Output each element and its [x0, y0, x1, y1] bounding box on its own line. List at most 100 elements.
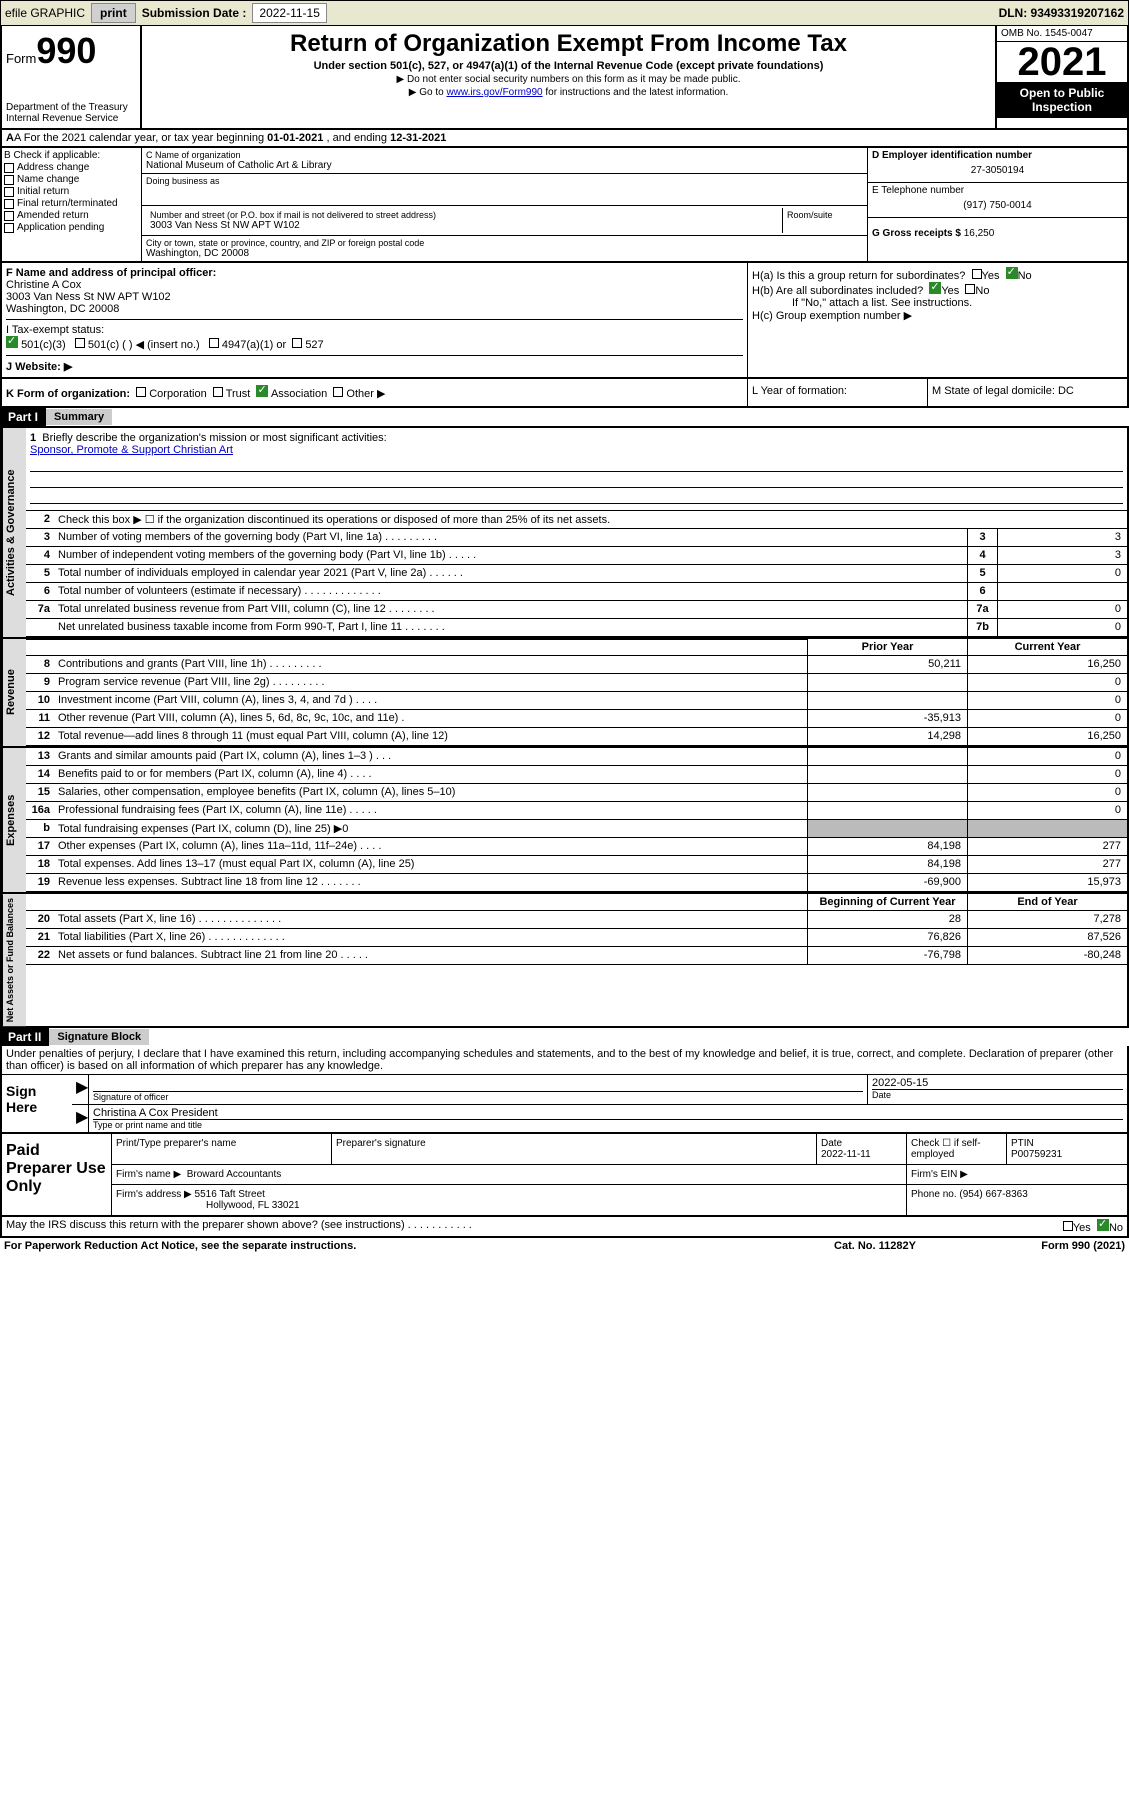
tax-year: 2021: [997, 42, 1127, 82]
l2-text: Check this box ▶ ☐ if the organization d…: [54, 511, 1127, 528]
prep-sig-label: Preparer's signature: [332, 1134, 817, 1164]
chk-501c[interactable]: [75, 338, 85, 348]
sig-name-label: Type or print name and title: [93, 1119, 1123, 1130]
curr-year-hdr: Current Year: [967, 639, 1127, 655]
org-street: 3003 Van Ness St NW APT W102: [150, 220, 778, 231]
chk-amended[interactable]: [4, 211, 14, 221]
chk-4947[interactable]: [209, 338, 219, 348]
tab-governance: Activities & Governance: [2, 428, 26, 637]
firm-name: Broward Accountants: [187, 1169, 282, 1180]
k-trust[interactable]: [213, 387, 223, 397]
sig-name: Christina A Cox President: [93, 1107, 1123, 1119]
tab-expenses: Expenses: [2, 748, 26, 892]
form-header: Form990 Department of the Treasury Inter…: [0, 26, 1129, 130]
irs-label: Internal Revenue Service: [6, 113, 136, 124]
org-city: Washington, DC 20008: [146, 248, 863, 259]
prep-name-label: Print/Type preparer's name: [112, 1134, 332, 1164]
mayirs-yes[interactable]: [1063, 1221, 1073, 1231]
chk-527[interactable]: [292, 338, 302, 348]
col-de: D Employer identification number 27-3050…: [867, 148, 1127, 261]
part2-header: Part II Signature Block: [0, 1028, 1129, 1046]
summary-gov: Activities & Governance 1 Briefly descri…: [0, 426, 1129, 639]
ha-yes[interactable]: [972, 269, 982, 279]
signature-block: Under penalties of perjury, I declare th…: [0, 1046, 1129, 1134]
chk-pending[interactable]: [4, 223, 14, 233]
firm-phone: (954) 667-8363: [959, 1189, 1027, 1200]
col-b-checkboxes: B Check if applicable: Address change Na…: [2, 148, 142, 261]
chk-initial[interactable]: [4, 187, 14, 197]
k-corp[interactable]: [136, 387, 146, 397]
section-bcde: B Check if applicable: Address change Na…: [0, 148, 1129, 263]
dba-label: Doing business as: [146, 176, 863, 186]
sig-date-label: Date: [872, 1089, 1123, 1100]
chk-address[interactable]: [4, 163, 14, 173]
cat-no: Cat. No. 11282Y: [775, 1240, 975, 1252]
chk-name[interactable]: [4, 175, 14, 185]
f-label: F Name and address of principal officer:: [6, 267, 216, 279]
dln-value: DLN: 93493319207162: [999, 6, 1124, 20]
i-label: I Tax-exempt status:: [6, 324, 104, 336]
mission-text[interactable]: Sponsor, Promote & Support Christian Art: [30, 444, 233, 456]
m-state: M State of legal domicile: DC: [927, 379, 1127, 406]
ptin-value: P00759231: [1011, 1149, 1062, 1160]
sign-here-label: Sign Here: [2, 1075, 72, 1132]
form-subtitle: Under section 501(c), 527, or 4947(a)(1)…: [146, 60, 991, 72]
j-label: J Website: ▶: [6, 361, 72, 373]
k-other[interactable]: [333, 387, 343, 397]
paperwork-notice: For Paperwork Reduction Act Notice, see …: [4, 1240, 775, 1252]
public-inspection: Open to Public Inspection: [997, 82, 1127, 118]
org-name: National Museum of Catholic Art & Librar…: [146, 160, 863, 171]
row-k: K Form of organization: Corporation Trus…: [0, 379, 1129, 408]
officer-name: Christine A Cox: [6, 279, 743, 291]
efile-label: efile GRAPHIC: [5, 6, 85, 20]
sub-date-label: Submission Date :: [142, 6, 247, 20]
section-fhij: F Name and address of principal officer:…: [0, 263, 1129, 379]
paid-prep-label: Paid Preparer Use Only: [2, 1134, 112, 1215]
paid-preparer: Paid Preparer Use Only Print/Type prepar…: [0, 1134, 1129, 1217]
hb-no[interactable]: [965, 284, 975, 294]
chk-501c3[interactable]: [6, 336, 18, 348]
sig-officer-label: Signature of officer: [93, 1091, 863, 1102]
tab-revenue: Revenue: [2, 639, 26, 746]
prep-date: 2022-11-11: [821, 1149, 871, 1160]
chk-final[interactable]: [4, 199, 14, 209]
gross-label: G Gross receipts $: [872, 228, 961, 239]
street-label: Number and street (or P.O. box if mail i…: [150, 210, 778, 220]
firm-addr1: 5516 Taft Street: [195, 1189, 265, 1200]
tel-value: (917) 750-0014: [872, 196, 1123, 215]
officer-addr1: 3003 Van Ness St NW APT W102: [6, 291, 743, 303]
room-label: Room/suite: [783, 208, 863, 233]
col-c-org: C Name of organization National Museum o…: [142, 148, 867, 261]
k-assoc[interactable]: [256, 385, 268, 397]
l-year: L Year of formation:: [747, 379, 927, 406]
mayirs-no[interactable]: [1097, 1219, 1109, 1231]
form-number: Form990: [6, 30, 136, 72]
k-label: K Form of organization:: [6, 388, 130, 400]
summary-rev: Revenue Prior Year Current Year 8Contrib…: [0, 639, 1129, 748]
firm-ein-label: Firm's EIN ▶: [907, 1165, 1127, 1184]
summary-exp: Expenses 13Grants and similar amounts pa…: [0, 748, 1129, 894]
colb-label: B Check if applicable:: [4, 150, 139, 161]
irs-link[interactable]: www.irs.gov/Form990: [446, 87, 542, 98]
ein-label: D Employer identification number: [872, 150, 1123, 161]
end-year-hdr: End of Year: [967, 894, 1127, 910]
officer-addr2: Washington, DC 20008: [6, 303, 743, 315]
perjury-declaration: Under penalties of perjury, I declare th…: [2, 1046, 1127, 1075]
ha-no[interactable]: [1006, 267, 1018, 279]
prep-self-emp: Check ☐ if self-employed: [907, 1134, 1007, 1164]
goto-note: ▶ Go to www.irs.gov/Form990 for instruct…: [146, 87, 991, 98]
top-bar: efile GRAPHIC print Submission Date : 20…: [0, 0, 1129, 26]
may-irs-text: May the IRS discuss this return with the…: [6, 1219, 1063, 1234]
form-title: Return of Organization Exempt From Incom…: [146, 30, 991, 58]
tab-net-assets: Net Assets or Fund Balances: [2, 894, 26, 1026]
part1-header: Part I Summary: [0, 408, 1129, 426]
hb-label: H(b) Are all subordinates included?: [752, 285, 923, 297]
print-button[interactable]: print: [91, 3, 136, 23]
may-irs-row: May the IRS discuss this return with the…: [0, 1217, 1129, 1238]
tel-label: E Telephone number: [872, 185, 1123, 196]
org-name-label: C Name of organization: [146, 150, 863, 160]
gross-value: 16,250: [964, 228, 995, 239]
footer: For Paperwork Reduction Act Notice, see …: [0, 1238, 1129, 1254]
hb-yes[interactable]: [929, 282, 941, 294]
sig-date: 2022-05-15: [872, 1077, 1123, 1089]
